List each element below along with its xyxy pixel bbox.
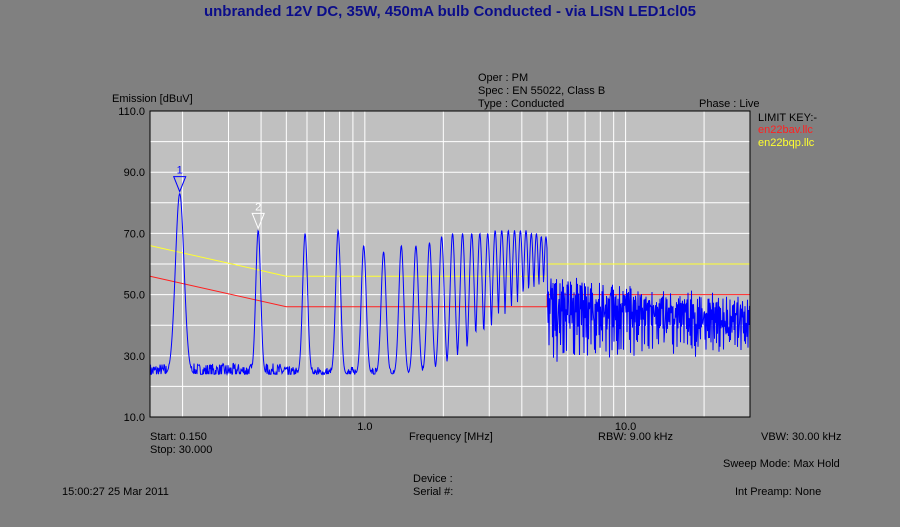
start-frequency: Start: 0.150 — [150, 431, 207, 443]
plot-frame — [149, 110, 751, 418]
stop-frequency: Stop: 30.000 — [150, 444, 213, 456]
y-tick-label: 30.0 — [124, 351, 145, 363]
limit-key-item-average: en22bav.llc — [758, 124, 813, 136]
serial-label: Serial #: — [413, 486, 454, 498]
operator-label: Oper : PM — [478, 72, 529, 84]
y-axis-label: Emission [dBuV] — [112, 93, 193, 105]
spec-label: Spec : EN 55022, Class B — [478, 85, 606, 97]
emission-trace-line — [149, 193, 751, 376]
timestamp: 15:00:27 25 Mar 2011 — [62, 486, 169, 498]
limit-line — [149, 275, 750, 308]
rbw-label: RBW: 9.00 kHz — [598, 431, 673, 443]
peak-marker-label: 2 — [255, 201, 261, 213]
y-tick-labels: 110.0 90.0 70.0 50.0 30.0 10.0 — [118, 106, 145, 424]
peak-markers: 12 — [172, 165, 265, 230]
emission-trace — [149, 193, 751, 376]
y-tick-label: 70.0 — [124, 228, 145, 240]
x-tick-labels: 1.0 10.0 — [357, 421, 636, 433]
x-tick-label: 1.0 — [357, 421, 372, 433]
peak-marker — [172, 176, 187, 193]
x-axis-label: Frequency [MHz] — [409, 431, 493, 443]
sweep-mode-label: Sweep Mode: Max Hold — [723, 458, 840, 470]
y-tick-label: 50.0 — [124, 290, 145, 302]
chart-title: unbranded 12V DC, 35W, 450mA bulb Conduc… — [203, 3, 697, 20]
phase-label: Phase : Live — [699, 98, 760, 110]
limit-key-item-quasipeak: en22bqp.llc — [758, 137, 815, 149]
y-tick-label: 110.0 — [118, 106, 145, 118]
limit-key-title: LIMIT KEY:- — [758, 112, 818, 124]
y-tick-label: 10.0 — [124, 412, 145, 424]
type-label: Type : Conducted — [478, 98, 565, 110]
peak-marker-label: 1 — [177, 165, 183, 177]
vbw-label: VBW: 30.00 kHz — [761, 431, 842, 443]
peak-marker — [251, 212, 265, 230]
device-label: Device : — [413, 473, 453, 485]
x-tick-label: 10.0 — [615, 421, 636, 433]
preamp-label: Int Preamp: None — [735, 486, 822, 498]
y-tick-label: 90.0 — [124, 167, 145, 179]
